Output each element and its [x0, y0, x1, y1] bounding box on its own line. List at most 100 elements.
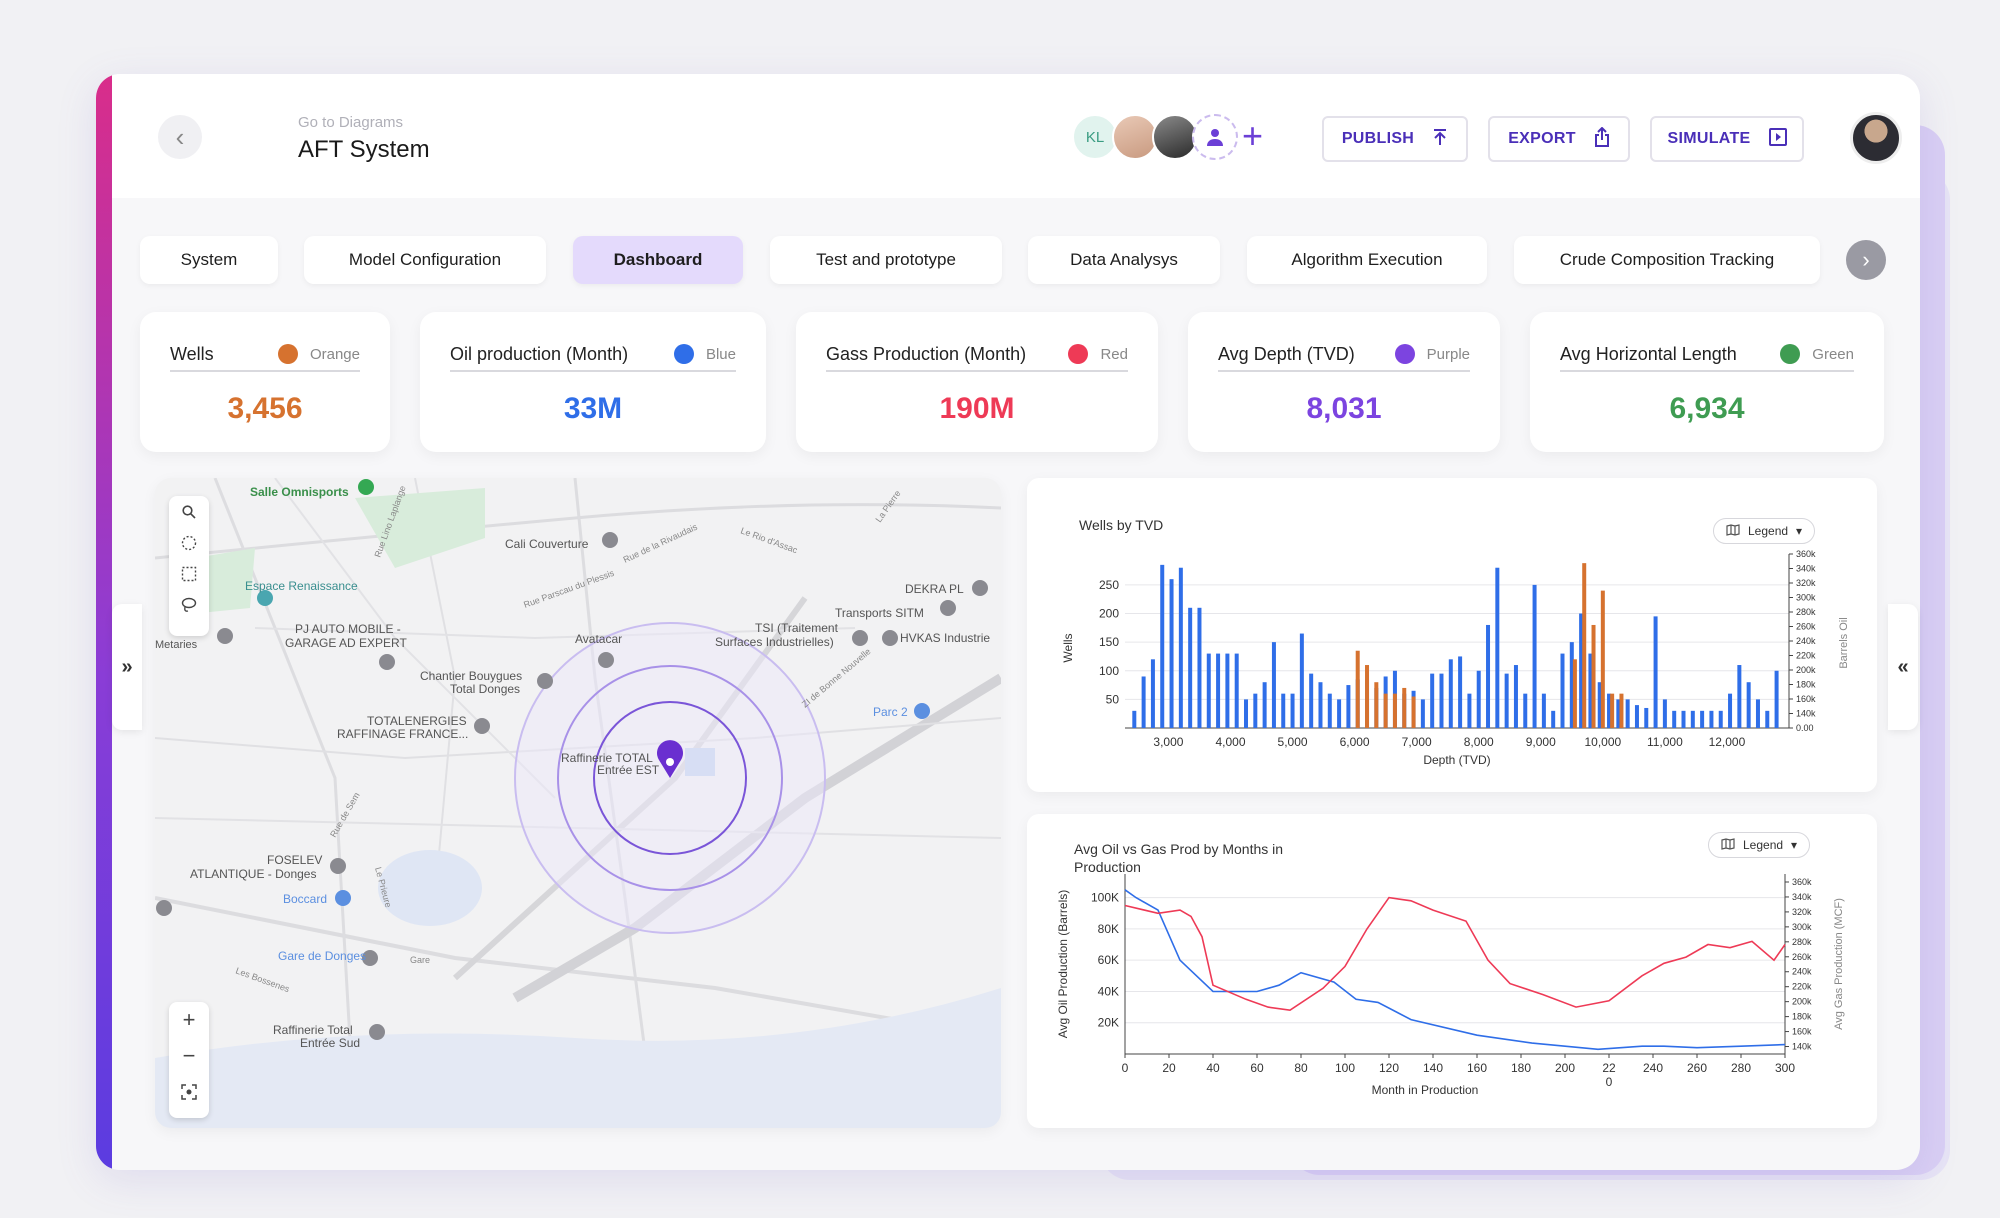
series-line	[1124, 896, 1786, 1012]
bar	[1467, 693, 1472, 728]
series-line	[1124, 889, 1786, 1051]
legend-dropdown[interactable]: Legend ▾	[1713, 518, 1816, 544]
map-label: ATLANTIQUE - Donges	[190, 867, 316, 881]
tab-algorithm-execution[interactable]: Algorithm Execution	[1247, 236, 1487, 284]
bar	[1374, 682, 1379, 728]
double-chevron-right-icon: »	[121, 655, 133, 678]
publish-label: PUBLISH	[1341, 130, 1415, 147]
y2-tick-label: 300k	[1796, 593, 1816, 603]
accent-bar	[96, 74, 112, 1170]
export-button[interactable]: EXPORT	[1488, 116, 1630, 162]
tab-dashboard[interactable]: Dashboard	[573, 236, 743, 284]
tab-test-and-prototype[interactable]: Test and prototype	[770, 236, 1002, 284]
x-tick-label: 0	[1122, 1061, 1129, 1075]
bar	[1532, 584, 1537, 728]
bar	[1644, 707, 1649, 728]
bar	[1253, 693, 1258, 728]
lasso-select-icon[interactable]	[169, 589, 209, 620]
breadcrumb[interactable]: Go to Diagrams	[298, 114, 404, 131]
legend-dropdown[interactable]: Legend ▾	[1708, 832, 1811, 858]
collapse-left-handle[interactable]: »	[112, 604, 142, 730]
x-tick-label: 5,000	[1278, 735, 1308, 749]
add-collaborator-button[interactable]: +	[1242, 115, 1264, 156]
bar	[1150, 659, 1155, 728]
bar	[1458, 656, 1463, 728]
profile-avatar[interactable]	[1850, 112, 1902, 164]
bar	[1765, 710, 1770, 728]
play-icon	[1768, 127, 1787, 151]
kpi-value: 3,456	[227, 392, 303, 425]
back-button[interactable]: ‹	[158, 115, 202, 159]
tabs-next-button[interactable]: ›	[1846, 240, 1886, 280]
rectangle-select-icon[interactable]	[169, 558, 209, 589]
x-tick-label: 260	[1687, 1061, 1707, 1075]
bar	[1653, 616, 1658, 728]
bar	[1216, 653, 1221, 728]
y2-tick-label: 140k	[1792, 1042, 1812, 1052]
bar	[1262, 682, 1267, 728]
map-label: Rue de Sem	[328, 791, 362, 839]
map-label: Total Donges	[450, 682, 520, 696]
x-tick-label: 12,000	[1709, 735, 1746, 749]
bar	[1392, 693, 1397, 728]
bar	[1448, 659, 1453, 728]
bar	[1225, 653, 1230, 728]
simulate-button[interactable]: SIMULATE	[1650, 116, 1804, 162]
bar	[1625, 699, 1630, 728]
bar	[1476, 670, 1481, 728]
x-tick-label: 180	[1511, 1061, 1531, 1075]
zoom-in-button[interactable]: +	[182, 1007, 196, 1032]
kpi-color-name: Purple	[1426, 345, 1470, 363]
map-label: Raffinerie TOTAL	[561, 751, 653, 765]
export-label: EXPORT	[1508, 130, 1576, 147]
x-tick-label: 9,000	[1526, 735, 1556, 749]
publish-button[interactable]: PUBLISH	[1322, 116, 1468, 162]
bar	[1541, 693, 1546, 728]
y-tick-label: 200	[1099, 607, 1119, 621]
collapse-right-handle[interactable]: «	[1888, 604, 1918, 730]
oil-vs-gas-card: Avg Oil vs Gas Prod by Months in Product…	[1027, 814, 1877, 1128]
search-icon[interactable]	[169, 496, 209, 527]
bar	[1709, 710, 1714, 728]
tab-system[interactable]: System	[140, 236, 278, 284]
y2-tick-label: 260k	[1792, 952, 1812, 962]
map-canvas: Salle Omnisports Cali Couverture Espace …	[155, 478, 1001, 1128]
zoom-out-button[interactable]: −	[182, 1043, 196, 1068]
bar	[1551, 710, 1556, 728]
map-view[interactable]: Salle Omnisports Cali Couverture Espace …	[155, 478, 1001, 1128]
legend-label: Legend	[1748, 524, 1789, 538]
x-tick-label: 60	[1250, 1061, 1264, 1075]
map-label: Espace Renaissance	[245, 579, 358, 593]
bar	[1495, 567, 1500, 728]
avatar-photo-woman[interactable]	[1112, 114, 1158, 160]
x-axis-label: Depth (TVD)	[1423, 753, 1490, 767]
kpi-label: Gass Production (Month)	[826, 343, 1027, 364]
y-tick-label: 60K	[1098, 953, 1119, 967]
tab-model-configuration[interactable]: Model Configuration	[304, 236, 546, 284]
x-tick-label: 20	[1162, 1061, 1176, 1075]
x-tick-label: 160	[1467, 1061, 1487, 1075]
y-tick-label: 100K	[1091, 891, 1119, 905]
map-label: Gare	[410, 955, 430, 965]
bar	[1383, 693, 1388, 728]
locate-button[interactable]	[169, 1074, 209, 1110]
x-tick-label: 200	[1555, 1061, 1575, 1075]
bar	[1160, 564, 1165, 728]
bar	[1774, 670, 1779, 728]
chart-title: Avg Oil vs Gas Prod by Months in Product…	[1074, 841, 1284, 875]
bar	[1591, 624, 1596, 728]
bar	[1355, 650, 1360, 728]
map-label: Le Rio d'Assac	[739, 525, 799, 555]
kpi-card-oil-production: Oil production (Month) Blue 33M	[420, 312, 766, 452]
kpi-card-avg-horizontal-length: Avg Horizontal Length Green 6,934	[1530, 312, 1884, 452]
map-label: Salle Omnisports	[250, 485, 349, 499]
bar	[1318, 682, 1323, 728]
color-dot	[277, 344, 298, 364]
tab-crude-composition-tracking[interactable]: Crude Composition Tracking	[1514, 236, 1820, 284]
bar	[1607, 693, 1612, 728]
map-label: Gare de Donges	[278, 949, 366, 963]
circle-select-icon[interactable]	[169, 527, 209, 558]
tab-data-analysys[interactable]: Data Analysys	[1028, 236, 1220, 284]
user-icon[interactable]	[1192, 114, 1238, 160]
avatar-initials[interactable]: KL	[1072, 114, 1118, 160]
